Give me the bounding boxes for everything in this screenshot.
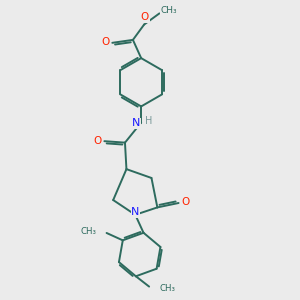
Text: CH₃: CH₃ [159, 284, 176, 292]
Text: H: H [145, 116, 152, 126]
Text: O: O [141, 12, 149, 22]
Text: CH₃: CH₃ [160, 6, 177, 15]
Text: O: O [94, 136, 102, 146]
Text: O: O [181, 197, 189, 207]
Text: N: N [131, 207, 140, 218]
Text: N: N [132, 118, 140, 128]
Text: O: O [102, 37, 110, 47]
Text: CH₃: CH₃ [80, 227, 96, 236]
